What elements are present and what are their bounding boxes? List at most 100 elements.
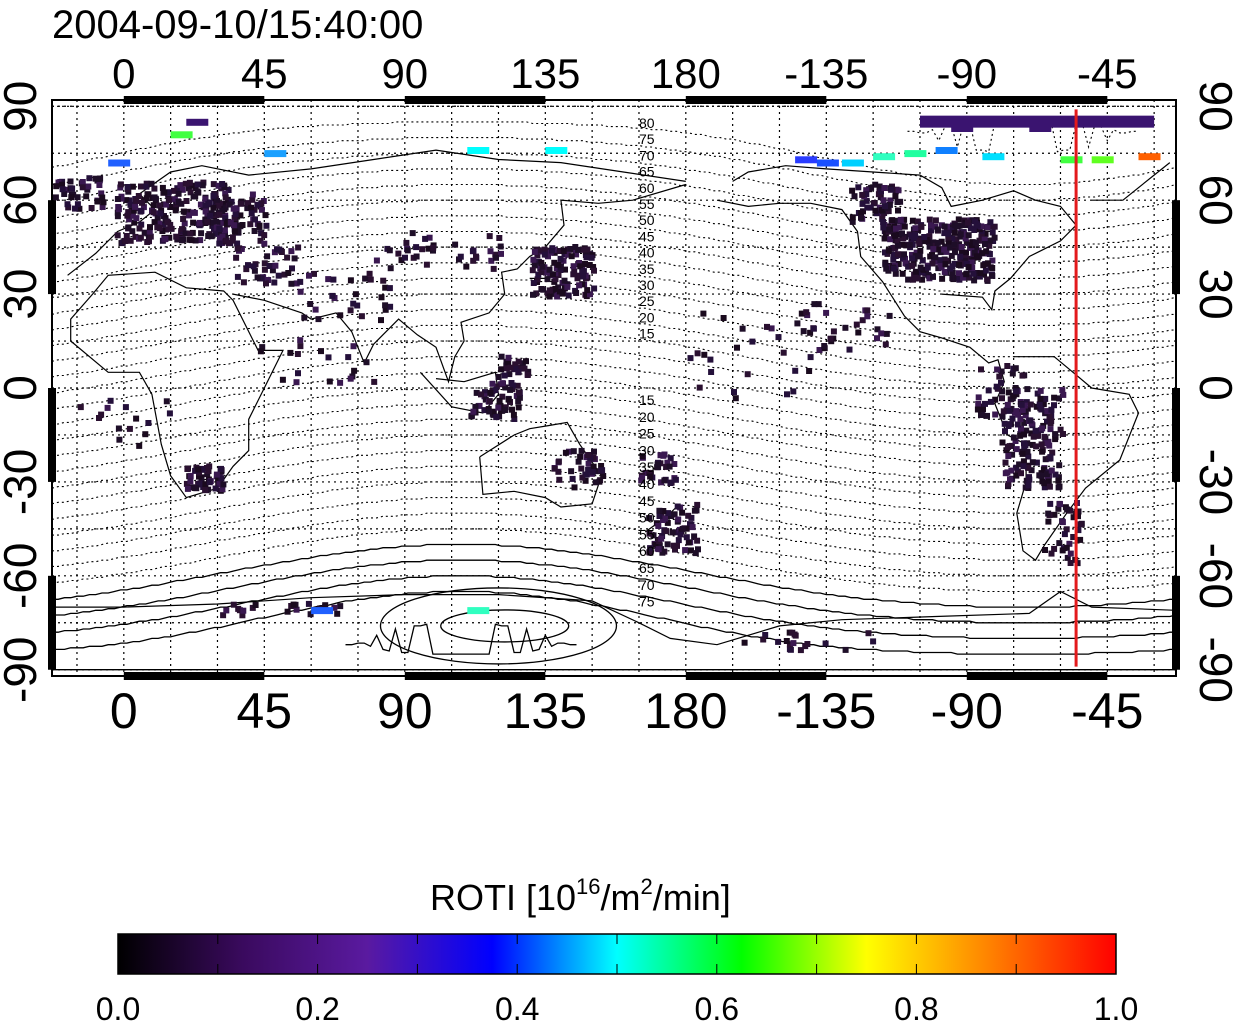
roti-cell bbox=[1055, 474, 1062, 481]
roti-cell bbox=[413, 253, 420, 260]
roti-cell bbox=[198, 477, 205, 484]
roti-cell bbox=[515, 398, 522, 405]
roti-cell bbox=[515, 389, 522, 396]
roti-cell bbox=[205, 468, 212, 474]
roti-cell bbox=[830, 328, 837, 335]
roti-cell-highlat bbox=[108, 159, 131, 167]
contour-label-south: 25 bbox=[639, 426, 655, 442]
roti-cell bbox=[135, 193, 142, 199]
lon-tick-label-top: 180 bbox=[651, 50, 721, 97]
roti-cell bbox=[297, 278, 304, 285]
roti-cell bbox=[885, 226, 892, 233]
roti-cell bbox=[230, 205, 237, 212]
roti-cell bbox=[895, 207, 901, 214]
roti-cell bbox=[579, 246, 586, 253]
roti-cell bbox=[506, 371, 513, 378]
roti-cell bbox=[945, 240, 952, 247]
roti-cell bbox=[867, 204, 874, 211]
mlat-contour bbox=[52, 465, 1176, 530]
roti-cell bbox=[670, 542, 677, 549]
roti-cell bbox=[249, 191, 256, 198]
roti-cell bbox=[591, 267, 597, 274]
roti-cell bbox=[171, 187, 177, 194]
roti-cell bbox=[583, 254, 590, 261]
roti-cell bbox=[295, 370, 301, 377]
roti-cell bbox=[1002, 459, 1009, 466]
roti-cell bbox=[1038, 406, 1045, 413]
roti-cell bbox=[541, 251, 548, 258]
roti-cell bbox=[297, 337, 304, 344]
roti-cell bbox=[184, 466, 191, 472]
roti-cell bbox=[1013, 464, 1020, 471]
roti-cell bbox=[918, 223, 925, 230]
roti-cell bbox=[883, 330, 890, 337]
roti-cell bbox=[281, 271, 288, 278]
roti-cell bbox=[129, 228, 136, 235]
roti-cell bbox=[999, 395, 1005, 402]
lat-tick-label-right: 0 bbox=[1190, 375, 1240, 401]
roti-cell bbox=[906, 242, 913, 248]
roti-cell bbox=[978, 366, 984, 373]
roti-cell bbox=[235, 229, 242, 235]
roti-cell bbox=[230, 222, 237, 229]
lat-tick-label-left: 30 bbox=[0, 269, 46, 320]
roti-cell bbox=[571, 484, 578, 491]
roti-cell bbox=[798, 310, 805, 317]
roti-cell bbox=[182, 180, 189, 187]
roti-cell bbox=[243, 266, 250, 273]
roti-cell bbox=[874, 326, 881, 333]
roti-cell bbox=[1059, 387, 1066, 394]
roti-cell bbox=[975, 401, 982, 407]
roti-cell bbox=[199, 466, 206, 473]
roti-cell bbox=[207, 212, 214, 219]
roti-cell bbox=[116, 436, 123, 443]
coastline-segment bbox=[70, 271, 284, 499]
roti-cell bbox=[656, 507, 663, 514]
roti-cell bbox=[217, 466, 224, 472]
roti-cell bbox=[205, 233, 212, 239]
contour-label-south: 45 bbox=[639, 493, 655, 509]
roti-cell bbox=[1055, 484, 1062, 491]
roti-cell bbox=[1059, 547, 1066, 554]
colorbar-tick-label: 0.6 bbox=[695, 991, 739, 1024]
roti-cell bbox=[345, 354, 352, 361]
roti-cell bbox=[194, 188, 201, 195]
roti-cell bbox=[938, 264, 945, 271]
lat-tick-label-left: 0 bbox=[0, 375, 46, 401]
roti-cell bbox=[151, 219, 158, 226]
roti-cell bbox=[674, 542, 680, 549]
roti-cell bbox=[991, 234, 998, 241]
roti-cell bbox=[222, 194, 229, 201]
roti-cell bbox=[142, 431, 149, 438]
roti-cell bbox=[223, 220, 230, 227]
roti-cell bbox=[177, 182, 184, 189]
roti-cell bbox=[584, 246, 591, 253]
roti-cell bbox=[587, 291, 593, 298]
roti-cell bbox=[329, 292, 336, 299]
roti-cell bbox=[524, 372, 531, 378]
roti-cell bbox=[980, 262, 987, 269]
roti-cell bbox=[965, 219, 971, 226]
roti-cell bbox=[378, 317, 384, 324]
roti-cell bbox=[821, 343, 828, 349]
roti-cell bbox=[992, 411, 999, 418]
roti-cell bbox=[981, 236, 988, 243]
roti-cell bbox=[214, 198, 220, 204]
roti-cell bbox=[1044, 418, 1050, 425]
roti-cell bbox=[337, 603, 344, 610]
roti-cell bbox=[937, 257, 944, 264]
roti-cell bbox=[912, 225, 919, 232]
roti-cell bbox=[1048, 406, 1055, 413]
roti-cell bbox=[488, 257, 495, 264]
lat-tick-label-right: -60 bbox=[1190, 543, 1240, 609]
roti-cell bbox=[879, 215, 886, 222]
roti-cell bbox=[584, 287, 591, 294]
roti-cell bbox=[1002, 428, 1008, 435]
roti-cell bbox=[413, 244, 420, 251]
roti-cell bbox=[1045, 478, 1052, 485]
roti-cell bbox=[367, 276, 374, 283]
mlat-contour bbox=[52, 590, 1176, 655]
colorbar-title-exp1: 16 bbox=[576, 874, 600, 899]
roti-cell bbox=[553, 265, 560, 271]
roti-cell bbox=[350, 300, 357, 307]
